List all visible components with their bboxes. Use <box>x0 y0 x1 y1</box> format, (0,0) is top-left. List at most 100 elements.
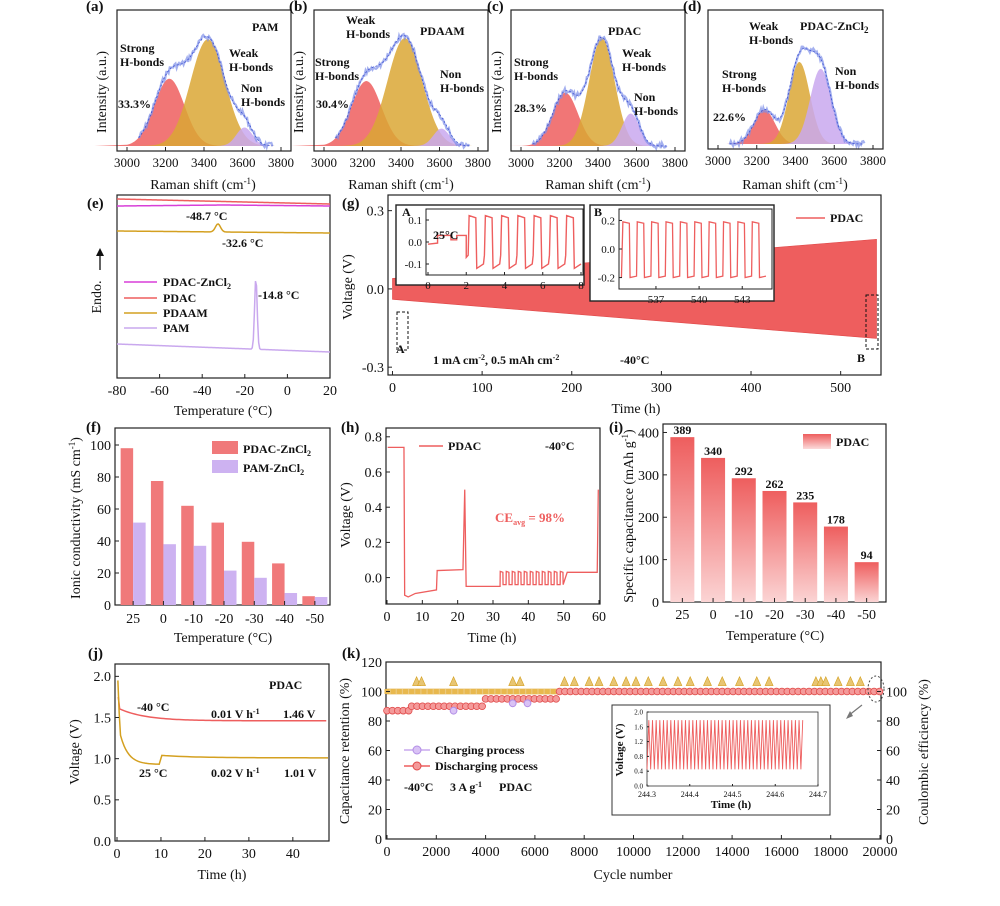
h-y-tick-label: 0.8 <box>365 431 383 446</box>
raman-x-tick-label: 3800 <box>465 155 491 170</box>
legend-g: PDAC <box>830 211 863 225</box>
ia-y-tick-label: 0.1 <box>408 215 422 227</box>
raman-x-tick-label: 3200 <box>153 155 179 170</box>
i-x-tick-label: -40 <box>827 608 846 623</box>
legend-i: PDAC <box>836 435 869 449</box>
legend-marker-discharging <box>412 761 422 771</box>
f-y-tick-label: 40 <box>97 535 111 550</box>
bar--40 <box>823 526 848 602</box>
legend-pam: PAM <box>163 321 189 335</box>
k-y-tick-label: 120 <box>361 656 382 671</box>
ylabel-b: Intensity (a.u.) <box>292 51 307 133</box>
title-a: PAM <box>252 20 278 34</box>
ylabel-f: Ionic conductivity (mS cm-1) <box>67 437 84 599</box>
j-y-tick-label: 0.0 <box>94 835 112 850</box>
j-y-tick-label: 1.5 <box>94 711 112 726</box>
bar-PDAC-ZnCl2--50 <box>302 596 315 605</box>
k-y2-tick-label: 100 <box>886 685 907 700</box>
dsc-curves <box>116 198 331 353</box>
xlabel-d: Raman shift (cm-1) <box>742 176 848 193</box>
ce-outlier <box>764 676 774 686</box>
panel-k: (k) 0 2000 4000 6000 8000 10000 12000 14000 1600… <box>338 646 932 883</box>
kin-x-tick-label: 244.7 <box>809 790 827 799</box>
h-x-tick-label: 50 <box>557 610 571 625</box>
retention-points <box>383 687 884 715</box>
ce-outlier <box>515 676 525 686</box>
ce-point <box>526 689 532 694</box>
label-non-b: Non <box>440 67 462 81</box>
label-non2-d: H-bonds <box>835 78 879 92</box>
inset-a-background <box>395 204 585 286</box>
k-x-tick-label: 6000 <box>521 845 549 860</box>
condition-temp-g: -40°C <box>620 353 649 367</box>
g-x-tick-label: 100 <box>472 381 493 396</box>
ce-outlier <box>658 676 668 686</box>
dsc-curve-PDAC-ZnCl2 <box>116 204 331 207</box>
h-x-tick-label: 10 <box>415 610 429 625</box>
h-y-tick-label: 0.0 <box>365 572 383 587</box>
g-y-tick-label: -0.3 <box>362 361 384 376</box>
bar-PAM-ZnCl2--20 <box>224 570 237 605</box>
k-y-tick-label: 40 <box>368 774 382 789</box>
box-b <box>865 294 879 350</box>
label-strong-c: Strong <box>514 55 548 69</box>
ce-point <box>470 689 476 694</box>
bar-value-label: 389 <box>673 423 691 437</box>
k-y-tick-label: 20 <box>368 803 382 818</box>
retention-point <box>478 702 486 711</box>
ce-outlier <box>855 676 865 686</box>
h-y-tick-label: 0.4 <box>365 501 383 516</box>
ce-outlier <box>821 676 831 686</box>
raman-x-tick-label: 3000 <box>311 155 337 170</box>
peak-1 <box>318 38 478 146</box>
rate-minus40: 0.01 V h-1 <box>211 707 260 721</box>
raman-x-tick-label: 3600 <box>427 155 453 170</box>
raman-plot-b: 3000 3200 3400 3600 3800 <box>291 9 491 170</box>
bar-PDAC-ZnCl2-25 <box>120 448 134 605</box>
legend-e: PDAC-ZnCl2 PDAC PDAAM PAM <box>124 275 231 335</box>
kin-y-tick-label: 1.2 <box>634 738 643 746</box>
g-x-tick-label: 300 <box>651 381 672 396</box>
kin-y-tick-label: 2.0 <box>634 708 643 716</box>
charging-point <box>508 699 517 708</box>
peak-2 <box>401 128 478 146</box>
bar-value-label: 340 <box>704 444 722 458</box>
dsc-curve-PDAAM <box>116 223 331 234</box>
i-x-tick-label: -20 <box>765 608 784 623</box>
label-non-c: Non <box>634 90 656 104</box>
bar-25 <box>670 437 695 602</box>
label-weak-a: Weak <box>229 46 259 60</box>
legend-pdac-zncl2: PDAC-ZnCl2 <box>163 275 231 291</box>
f-x-tick-label: -20 <box>215 612 234 627</box>
ce-label: CEavg = 98% <box>495 510 565 527</box>
inset-b-background <box>589 204 775 302</box>
inset-a: 0 2 4 6 8 0.1 0.0 -0.1 A 25°C <box>395 204 585 292</box>
k-y-tick-label: 60 <box>368 744 382 759</box>
ce-point <box>495 689 501 694</box>
i-y-tick-label: 400 <box>638 426 659 441</box>
j-y-tick-label: 1.0 <box>94 753 112 768</box>
ce-outlier <box>752 676 762 686</box>
peak-0 <box>501 92 629 146</box>
raw-spectrum <box>531 35 668 151</box>
h-x-tick-label: 60 <box>592 610 606 625</box>
legend-f-1: PDAC-ZnCl2 <box>243 442 311 458</box>
charging-point <box>523 699 532 708</box>
ce-outlier <box>702 676 712 686</box>
panel-label-f: (f) <box>86 420 101 436</box>
f-y-tick-label: 80 <box>97 471 111 486</box>
axes-h: 0 10 20 30 40 50 60 0.0 0.2 0.4 0.6 0.8 <box>365 431 607 625</box>
raman-x-tick-label: 3400 <box>585 155 611 170</box>
bar-PAM-ZnCl2--30 <box>254 577 267 605</box>
i-x-tick-label: -50 <box>857 608 876 623</box>
panel-label-g: (g) <box>342 196 360 212</box>
plot-frame-h <box>385 427 601 605</box>
panel-g: (g) 0 100 200 300 400 500 -0.3 0.0 0.3 A B 1 mA … <box>341 194 882 417</box>
fitted-envelope <box>729 48 865 145</box>
e-x-tick-label: 20 <box>323 384 337 399</box>
kin-y-tick-label: 0.8 <box>634 753 643 761</box>
g-x-tick-label: 500 <box>830 381 851 396</box>
xlabel-f: Temperature (°C) <box>174 631 273 646</box>
ce-point <box>415 689 421 694</box>
g-x-tick-label: 200 <box>561 381 582 396</box>
